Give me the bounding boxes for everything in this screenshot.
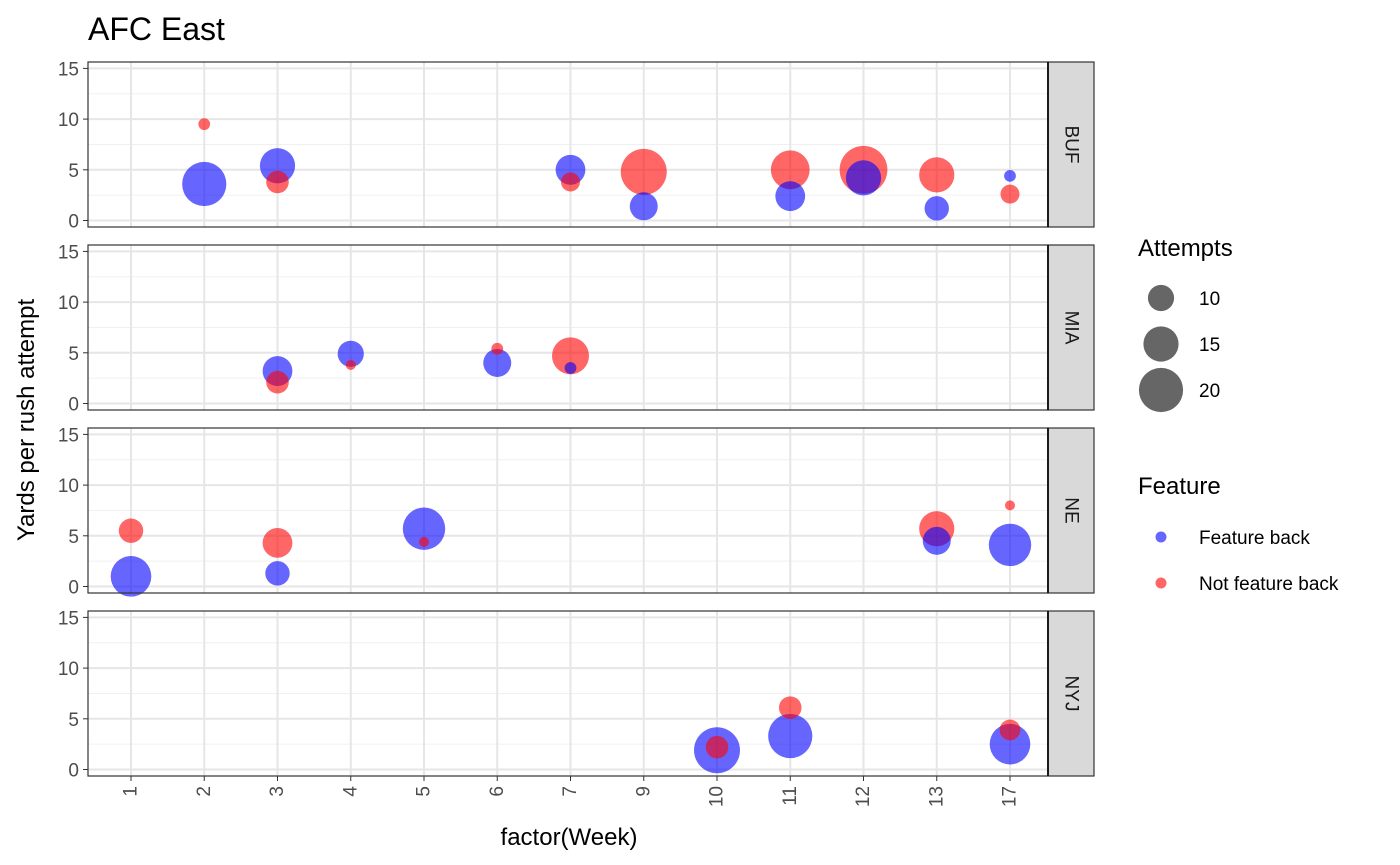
data-point-nyj-week-11 <box>768 713 813 759</box>
legend-size-key-15 <box>1143 326 1179 362</box>
data-point-mia-week-7 <box>552 337 589 375</box>
legend-size-key-10 <box>1147 284 1175 312</box>
y-tick-label: 10 <box>58 293 79 314</box>
data-point-buf-week-9 <box>629 192 658 221</box>
facet-panel-mia: 0 5 10 15 MIA <box>58 242 1095 416</box>
data-point-mia-week-6 <box>491 342 504 355</box>
y-tick-label: 0 <box>68 212 79 233</box>
data-point-buf-week-11 <box>770 150 810 190</box>
data-point-mia-week-7 <box>564 362 577 374</box>
y-tick-label: 10 <box>58 476 79 497</box>
data-point-buf-week-3 <box>266 170 289 194</box>
x-tick-label: 1 <box>121 786 142 797</box>
data-point-ne-week-13 <box>922 526 951 555</box>
facet-strip <box>1047 61 1095 228</box>
y-tick-label: 15 <box>58 608 79 629</box>
y-tick-label: 0 <box>68 395 79 416</box>
data-point-ne-week-17 <box>988 523 1032 567</box>
facet-strip-label-mia: MIA <box>1061 311 1082 345</box>
legend-color-label-feature-back: Feature back <box>1199 528 1310 549</box>
x-tick-label: 11 <box>780 786 801 806</box>
data-point-buf-week-3 <box>259 148 296 184</box>
facet-panel-buf: 0 5 10 15 BUF <box>58 59 1095 233</box>
data-point-ne-week-17 <box>1005 500 1015 511</box>
y-tick-label: 5 <box>68 710 79 731</box>
y-tick-label: 5 <box>68 344 79 365</box>
x-axis-title: factor(Week) <box>501 824 638 851</box>
data-point-buf-week-17 <box>1004 169 1016 182</box>
legend-color-key-feature-back <box>1155 531 1167 543</box>
facet-strip-label-buf: BUF <box>1061 126 1082 164</box>
x-tick-label: 7 <box>560 786 581 797</box>
facet-strip <box>1047 244 1095 411</box>
x-axis: 1 2 3 4 5 6 7 9 10 11 12 13 17 <box>121 776 1021 807</box>
data-point-ne-week-3 <box>262 527 293 558</box>
legend-size-label-10: 10 <box>1199 289 1220 310</box>
x-tick-label: 12 <box>853 786 874 807</box>
legend-size-title: Attempts <box>1138 235 1233 262</box>
data-point-buf-week-2 <box>182 161 227 207</box>
data-point-buf-week-2 <box>198 118 211 131</box>
data-point-nyj-week-11 <box>778 696 802 719</box>
legend: Attempts 10 15 20 Feature Feature back Not fea… <box>1138 235 1339 595</box>
chart-title: AFC East <box>88 11 225 47</box>
y-tick-label: 0 <box>68 761 79 782</box>
y-tick-label: 10 <box>58 110 79 131</box>
y-tick-label: 0 <box>68 578 79 599</box>
y-tick-label: 10 <box>58 659 79 680</box>
data-point-ne-week-5 <box>402 507 446 550</box>
y-tick-label: 15 <box>58 425 79 446</box>
data-point-buf-week-13 <box>919 157 955 193</box>
data-point-nyj-week-10 <box>705 735 729 759</box>
data-point-ne-week-3 <box>265 561 290 586</box>
facet-strip-label-nyj: NYJ <box>1061 676 1082 712</box>
data-point-buf-week-12 <box>845 160 882 196</box>
data-point-ne-week-5 <box>419 536 429 547</box>
legend-color-label-not-feature-back: Not feature back <box>1199 574 1339 595</box>
data-point-nyj-week-17 <box>989 723 1031 765</box>
x-tick-label: 3 <box>267 786 288 797</box>
x-tick-label: 17 <box>1000 786 1021 807</box>
legend-color-title: Feature <box>1138 473 1221 500</box>
y-tick-label: 15 <box>58 59 79 80</box>
data-point-nyj-week-17 <box>999 719 1021 741</box>
data-point-buf-week-11 <box>775 181 806 212</box>
facet-panel-nyj: 0 5 10 15 NYJ <box>58 608 1095 782</box>
data-point-ne-week-1 <box>118 518 144 543</box>
data-point-mia-week-6 <box>483 348 512 377</box>
x-tick-label: 9 <box>633 786 654 797</box>
facet-strip-label-ne: NE <box>1061 497 1082 523</box>
data-point-ne-week-1 <box>110 556 152 597</box>
data-point-buf-week-7 <box>561 172 580 192</box>
facet-panel-ne: 0 5 10 15 NE <box>58 425 1095 599</box>
y-tick-label: 15 <box>58 242 79 263</box>
legend-size-label-15: 15 <box>1199 335 1220 356</box>
x-tick-label: 10 <box>707 786 728 807</box>
x-tick-label: 2 <box>194 786 215 797</box>
facet-panels: 0 5 10 15 BUF 0 5 10 15 MIA 0 5 10 15 NE 0 5 10 15 NYJ <box>58 59 1095 782</box>
x-tick-label: 6 <box>487 786 508 797</box>
legend-size-label-20: 20 <box>1199 381 1220 402</box>
data-point-buf-week-9 <box>620 148 667 195</box>
x-tick-label: 13 <box>926 786 947 807</box>
data-point-buf-week-13 <box>924 196 949 221</box>
x-tick-label: 4 <box>340 786 361 797</box>
y-axis-title: Yards per rush attempt <box>13 299 40 542</box>
y-tick-label: 5 <box>68 527 79 548</box>
y-tick-label: 5 <box>68 161 79 182</box>
data-point-mia-week-3 <box>266 370 289 394</box>
data-point-buf-week-17 <box>1000 184 1020 204</box>
x-tick-label: 5 <box>414 786 435 797</box>
facet-strip <box>1047 427 1095 594</box>
legend-color-key-not-feature-back <box>1155 577 1167 589</box>
data-point-mia-week-4 <box>345 359 356 370</box>
data-point-mia-week-4 <box>337 340 364 367</box>
legend-size-key-20 <box>1138 367 1184 413</box>
